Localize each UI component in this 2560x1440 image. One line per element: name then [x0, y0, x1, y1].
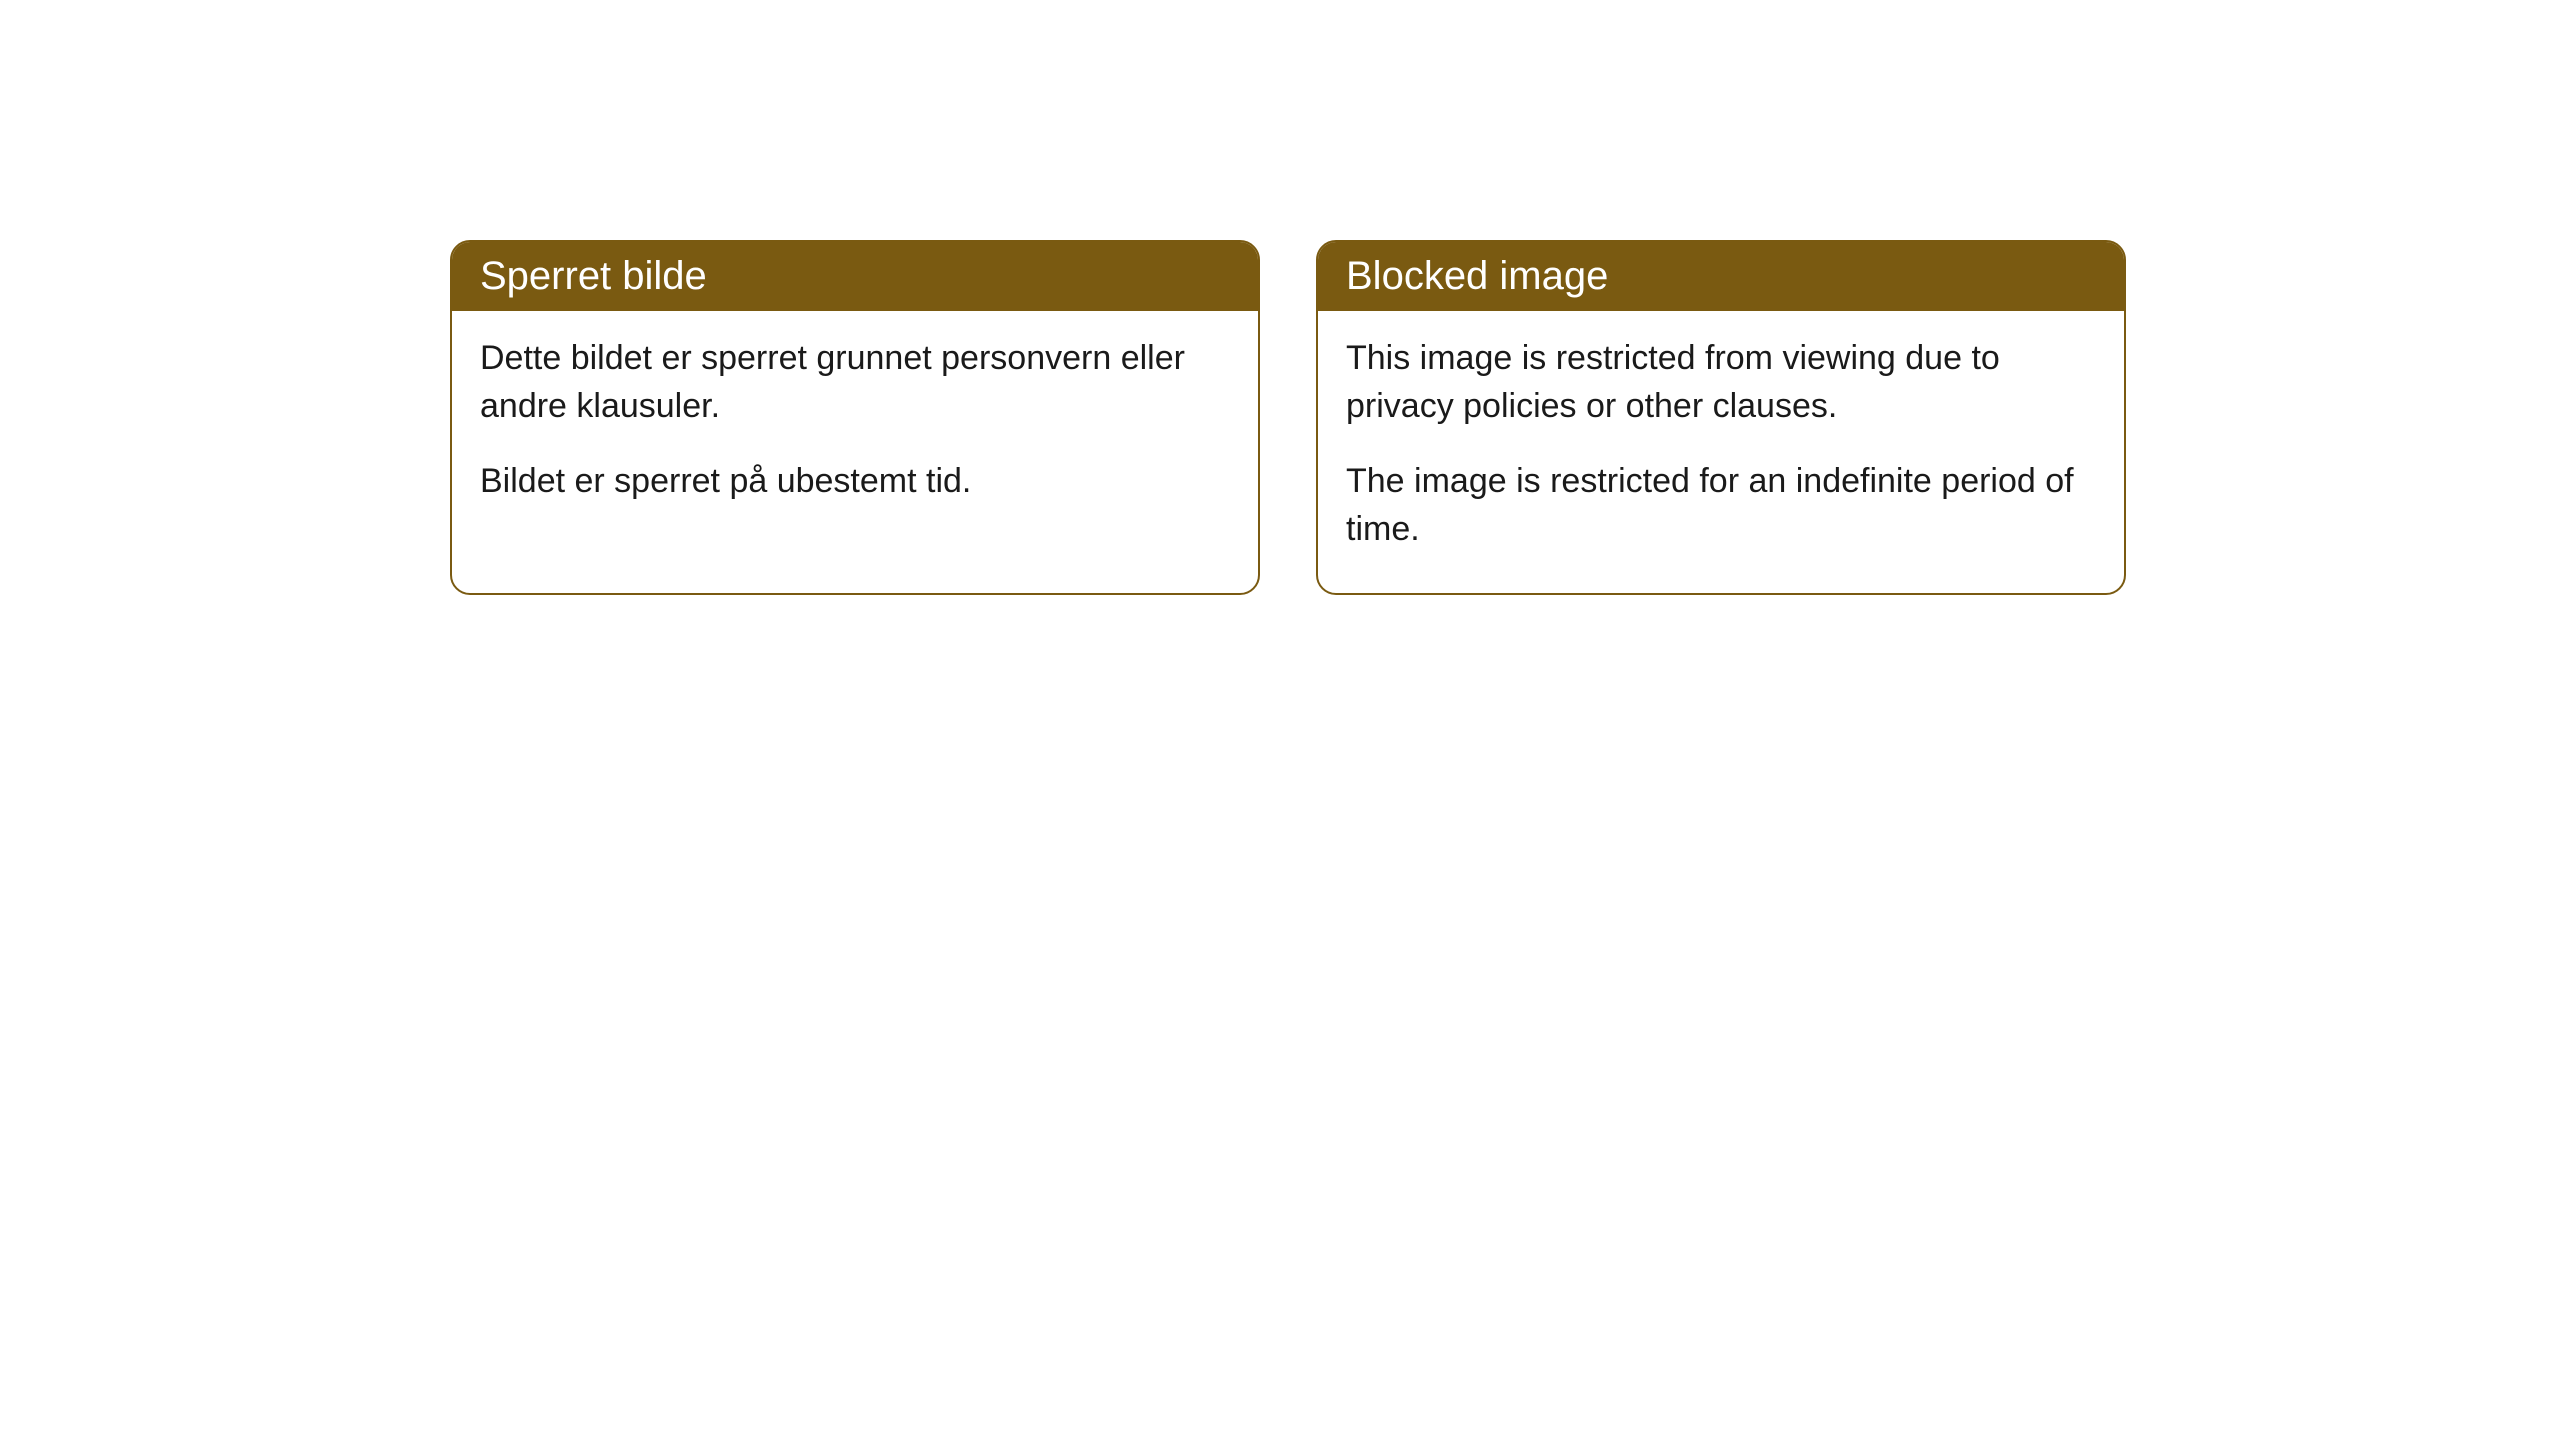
- card-paragraph-2-norwegian: Bildet er sperret på ubestemt tid.: [480, 458, 1230, 506]
- cards-container: Sperret bilde Dette bildet er sperret gr…: [450, 240, 2560, 595]
- card-paragraph-1-english: This image is restricted from viewing du…: [1346, 335, 2096, 430]
- card-paragraph-2-english: The image is restricted for an indefinit…: [1346, 458, 2096, 553]
- card-norwegian: Sperret bilde Dette bildet er sperret gr…: [450, 240, 1260, 595]
- card-body-norwegian: Dette bildet er sperret grunnet personve…: [452, 311, 1258, 546]
- card-title-english: Blocked image: [1346, 254, 1608, 298]
- card-header-english: Blocked image: [1318, 242, 2124, 311]
- card-body-english: This image is restricted from viewing du…: [1318, 311, 2124, 593]
- card-title-norwegian: Sperret bilde: [480, 254, 707, 298]
- card-english: Blocked image This image is restricted f…: [1316, 240, 2126, 595]
- card-header-norwegian: Sperret bilde: [452, 242, 1258, 311]
- card-paragraph-1-norwegian: Dette bildet er sperret grunnet personve…: [480, 335, 1230, 430]
